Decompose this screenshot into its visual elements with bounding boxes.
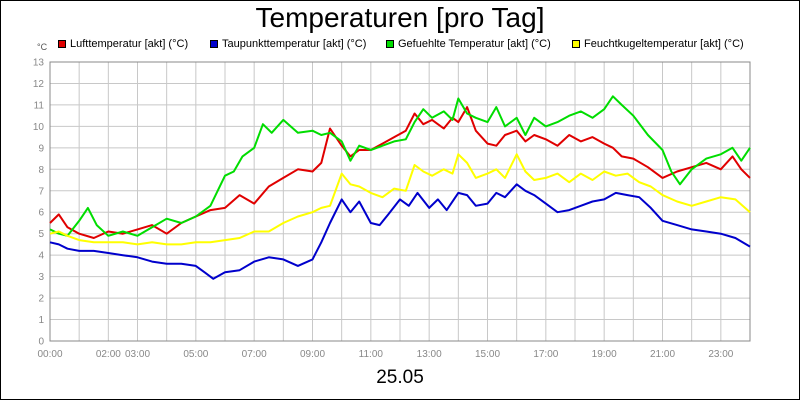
y-tick-label: 0	[38, 337, 44, 348]
series-line-1	[49, 183, 751, 280]
y-tick-label: 7	[38, 186, 44, 197]
x-tick-label: 19:00	[592, 349, 617, 360]
legend-swatch-lufttemperatur	[58, 40, 66, 48]
y-tick-label: 12	[33, 79, 45, 90]
y-tick-label: 3	[38, 272, 44, 283]
x-tick-label: 15:00	[475, 349, 500, 360]
legend-label-feuchtkugeltemperatur: Feuchtkugeltemperatur [akt] (°C)	[584, 38, 744, 50]
y-tick-label: 8	[38, 165, 44, 176]
series-line-3	[49, 153, 751, 246]
legend-swatch-feuchtkugeltemperatur	[572, 40, 580, 48]
x-tick-label: 13:00	[417, 349, 442, 360]
y-axis-unit: °C	[37, 42, 48, 52]
y-tick-label: 10	[33, 122, 45, 133]
chart-title: Temperaturen [pro Tag]	[255, 2, 545, 33]
x-tick-label: 05:00	[183, 349, 208, 360]
x-tick-label: 11:00	[359, 349, 384, 360]
x-tick-label: 21:00	[650, 349, 675, 360]
y-tick-label: 13	[33, 58, 45, 69]
y-tick-label: 2	[38, 294, 44, 305]
legend-swatch-taupunkttemperatur	[210, 40, 218, 48]
y-tick-label: 1	[38, 315, 44, 326]
legend-label-lufttemperatur: Lufttemperatur [akt] (°C)	[70, 38, 189, 50]
x-tick-label: 23:00	[708, 349, 733, 360]
x-tick-label: 07:00	[242, 349, 267, 360]
x-tick-label: 02:00	[96, 349, 121, 360]
x-tick-label: 17:00	[533, 349, 558, 360]
date-label: 25.05	[376, 367, 424, 388]
y-tick-label: 9	[38, 143, 44, 154]
plot-border	[49, 61, 751, 342]
x-tick-label: 09:00	[300, 349, 325, 360]
y-tick-label: 6	[38, 208, 44, 219]
legend-label-taupunkttemperatur: Taupunkttemperatur [akt] (°C)	[222, 38, 367, 50]
legend-label-gefuehlte-temperatur: Gefuehlte Temperatur [akt] (°C)	[398, 38, 551, 50]
y-tick-label: 5	[38, 229, 44, 240]
x-tick-label: 03:00	[125, 349, 150, 360]
y-tick-label: 11	[34, 100, 45, 111]
x-tick-label: 00:00	[37, 349, 62, 360]
legend-swatch-gefuehlte-temperatur	[386, 40, 394, 48]
y-tick-label: 4	[38, 251, 44, 262]
series-line-2	[49, 95, 751, 237]
